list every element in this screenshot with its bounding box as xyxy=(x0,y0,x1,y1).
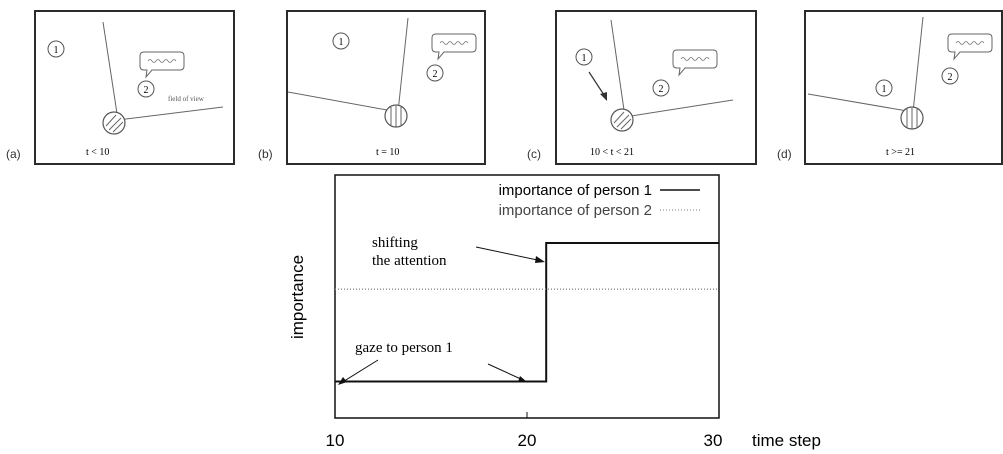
field-of-view-line xyxy=(807,93,914,113)
x-tick-label: 10 xyxy=(326,431,345,450)
scene-b: 1 2 t = 10 xyxy=(288,17,477,158)
legend-label-person-1: importance of person 1 xyxy=(499,182,652,199)
speech-bubble-icon xyxy=(139,51,185,79)
field-of-view-label: field of view xyxy=(168,95,205,103)
annotation-shifting-line-1: shifting xyxy=(372,235,418,251)
field-of-view-line xyxy=(610,19,626,118)
robot-head-icon xyxy=(610,108,634,132)
person-2-label: 2 xyxy=(433,69,438,80)
person-1-marker xyxy=(332,32,350,50)
annotation-arrow xyxy=(475,246,543,262)
field-of-view-line xyxy=(397,17,409,113)
field-of-view-line xyxy=(288,91,399,113)
annotation-arrow xyxy=(340,359,379,384)
person-2-label: 2 xyxy=(144,85,149,96)
panel-d-label: (d) xyxy=(777,147,792,161)
panel-c: 1 2 10 < t < 21 xyxy=(555,10,757,165)
annotation-gaze: gaze to person 1 xyxy=(355,340,453,356)
field-of-view-line xyxy=(117,106,224,121)
person-1-label: 1 xyxy=(339,37,344,48)
x-tick-label: 20 xyxy=(518,431,537,450)
panel-a-label: (a) xyxy=(6,147,21,161)
panel-b: 1 2 t = 10 xyxy=(286,10,486,165)
person-1-marker xyxy=(575,48,593,66)
person-1-label: 1 xyxy=(882,84,887,95)
scene-d: 1 2 t >= 21 xyxy=(807,16,993,158)
person-2-label: 2 xyxy=(948,72,953,83)
series-line-person-1 xyxy=(335,242,719,383)
field-of-view-line xyxy=(102,21,119,121)
panel-c-label: (c) xyxy=(527,147,541,161)
time-caption: t >= 21 xyxy=(886,147,915,158)
person-1-marker xyxy=(47,40,65,58)
y-axis-label: importance xyxy=(288,255,307,339)
scene-c: 1 2 10 < t < 21 xyxy=(575,19,734,158)
person-1-label: 1 xyxy=(54,45,59,56)
speech-bubble-icon xyxy=(947,33,993,61)
scene-a: 1 2 field of view t < 10 xyxy=(47,21,224,158)
field-of-view-line xyxy=(912,16,924,113)
person-2-marker xyxy=(941,67,959,85)
person-1-label: 1 xyxy=(582,53,587,64)
robot-head-icon xyxy=(102,111,126,135)
panel-a: 1 2 field of view t < 10 xyxy=(34,10,235,165)
person-2-label: 2 xyxy=(659,84,664,95)
person-1-marker xyxy=(875,79,893,97)
panel-b-label: (b) xyxy=(258,147,273,161)
x-tick-label: 30 xyxy=(704,431,723,450)
panel-d: 1 2 t >= 21 xyxy=(804,10,1003,165)
field-of-view-line xyxy=(624,99,734,118)
x-axis-label: time step xyxy=(752,431,821,450)
annotation-shifting-line-2: the attention xyxy=(372,253,447,269)
time-caption: t < 10 xyxy=(86,147,109,158)
time-caption: 10 < t < 21 xyxy=(590,147,634,158)
annotation-arrow xyxy=(487,363,524,381)
time-caption: t = 10 xyxy=(376,147,399,158)
speech-bubble-icon xyxy=(431,33,477,61)
person-2-marker xyxy=(652,79,670,97)
legend-label-person-2: importance of person 2 xyxy=(499,202,652,219)
person-2-marker xyxy=(426,64,444,82)
person-2-marker xyxy=(137,80,155,98)
speech-bubble-icon xyxy=(672,49,718,77)
